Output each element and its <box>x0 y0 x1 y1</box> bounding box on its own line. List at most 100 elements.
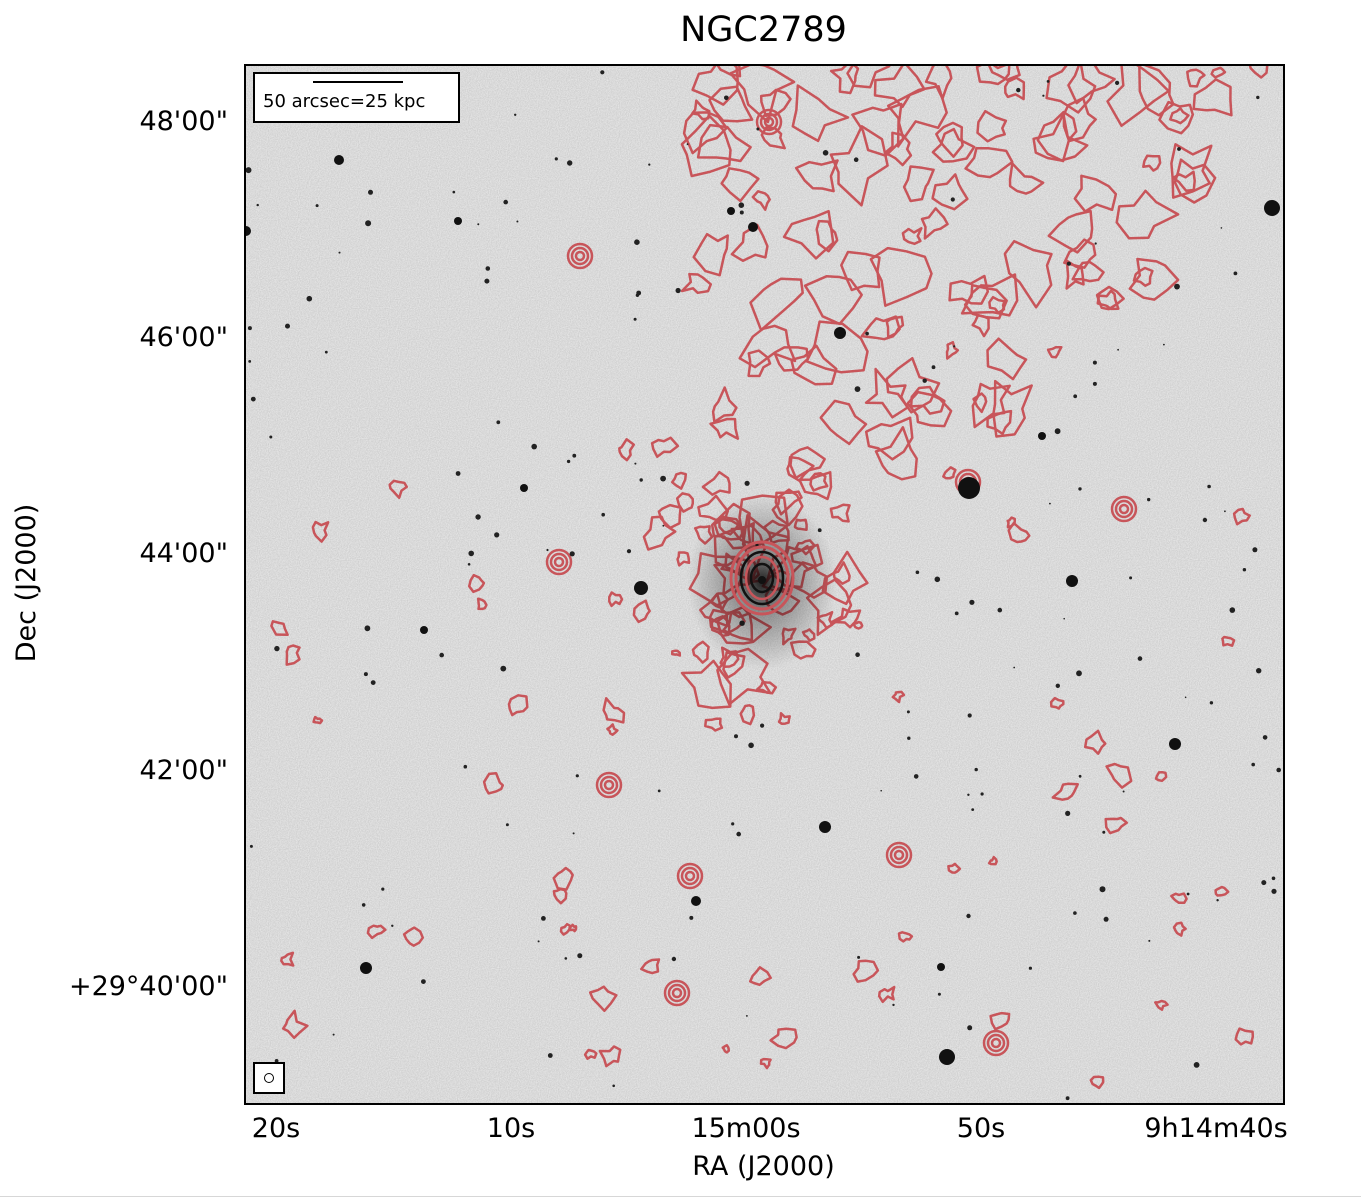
faint-source <box>744 480 750 486</box>
contour-blob <box>606 723 619 736</box>
faint-source <box>274 1059 279 1063</box>
contour-blob <box>618 438 636 462</box>
contour-blob <box>476 597 488 611</box>
contour-blob <box>1154 770 1168 783</box>
contour-blob <box>992 379 1033 438</box>
galaxy-core <box>758 576 766 584</box>
faint-source <box>250 396 256 402</box>
contour-blob <box>1128 257 1180 301</box>
compact-source-contour <box>982 1029 1010 1057</box>
star-source <box>937 963 945 971</box>
bottom-rule <box>0 1196 1361 1197</box>
faint-source <box>1028 966 1032 970</box>
faint-source <box>1224 510 1226 513</box>
faint-source <box>746 1015 748 1017</box>
contour-blob <box>751 190 771 211</box>
contour-blob <box>1138 64 1175 117</box>
faint-source <box>689 915 694 920</box>
contour-blob <box>739 704 756 726</box>
contour-blob <box>691 640 710 664</box>
faint-source <box>1271 888 1277 894</box>
contour-blob <box>1214 885 1230 897</box>
contour-blob <box>1051 782 1079 801</box>
faint-source <box>1063 617 1065 620</box>
compact-source-contour <box>603 779 615 791</box>
faint-source <box>922 378 927 383</box>
faint-source <box>1065 1096 1070 1101</box>
compact-source-contour <box>990 1037 1002 1049</box>
faint-source <box>1177 147 1181 151</box>
star-source <box>939 1049 955 1065</box>
faint-source <box>572 832 575 835</box>
faint-source <box>467 563 471 566</box>
contour-blob <box>675 492 695 513</box>
faint-source <box>1099 886 1106 893</box>
contour-blob <box>947 862 962 874</box>
faint-source <box>997 607 1003 613</box>
contour-blob <box>829 125 889 207</box>
contour-blob <box>886 85 948 148</box>
faint-source <box>547 1053 553 1058</box>
faint-source <box>1076 670 1082 677</box>
faint-source <box>1207 484 1211 489</box>
faint-source <box>484 278 490 284</box>
contour-blob <box>692 232 729 277</box>
star-source <box>420 626 428 634</box>
contour-blob <box>1170 143 1213 199</box>
contour-blob <box>964 146 1014 179</box>
star-source <box>334 155 344 165</box>
contour-blob <box>1003 76 1026 101</box>
contour-blob <box>902 165 935 203</box>
faint-source <box>452 190 456 194</box>
contour-blob <box>657 503 682 530</box>
faint-source <box>633 317 637 321</box>
contour-blob <box>1083 729 1107 755</box>
contour-blob <box>1104 816 1129 835</box>
faint-source <box>1216 899 1219 902</box>
central-galaxy <box>687 494 837 670</box>
faint-source <box>364 625 371 632</box>
faint-source <box>634 239 640 245</box>
faint-source <box>1256 95 1260 100</box>
contour-blob <box>1032 112 1089 162</box>
faint-source <box>1073 911 1077 915</box>
contour-blob <box>1173 158 1217 204</box>
contour-blob <box>749 277 804 332</box>
star-source <box>691 896 701 906</box>
faint-source <box>485 266 491 271</box>
contour-blob <box>897 931 914 943</box>
faint-source <box>269 435 273 439</box>
contour-blob <box>1003 239 1053 309</box>
contour-blob <box>972 392 988 414</box>
faint-source <box>724 95 729 101</box>
faint-source <box>1115 80 1120 85</box>
contour-blob <box>366 924 387 940</box>
compact-source-contour <box>671 987 683 999</box>
faint-source <box>577 953 583 959</box>
contour-blob <box>891 690 906 704</box>
contour-blob <box>559 922 572 936</box>
contour-blob <box>650 436 680 458</box>
contour-blob <box>794 159 839 193</box>
faint-source <box>1054 428 1061 435</box>
faint-source <box>1148 939 1151 942</box>
faint-source <box>675 287 681 294</box>
faint-source <box>660 475 666 482</box>
compact-source-contour <box>599 775 619 795</box>
faint-source <box>1073 394 1078 399</box>
faint-source <box>554 157 558 161</box>
contour-blob <box>1115 189 1180 240</box>
contour-blob <box>1158 100 1195 135</box>
contour-blob <box>1049 696 1065 710</box>
y-tick-label: 42'00" <box>139 755 228 786</box>
faint-source <box>967 1025 973 1031</box>
contour-blob <box>467 573 486 594</box>
contour-blob <box>1047 209 1094 254</box>
star-source <box>360 962 372 974</box>
x-tick-label: 10s <box>486 1113 536 1144</box>
contour-blob <box>552 866 574 891</box>
contour-blob <box>588 985 618 1013</box>
contour-blob <box>791 84 850 143</box>
faint-source <box>256 203 259 207</box>
compact-source-contour <box>759 112 779 132</box>
